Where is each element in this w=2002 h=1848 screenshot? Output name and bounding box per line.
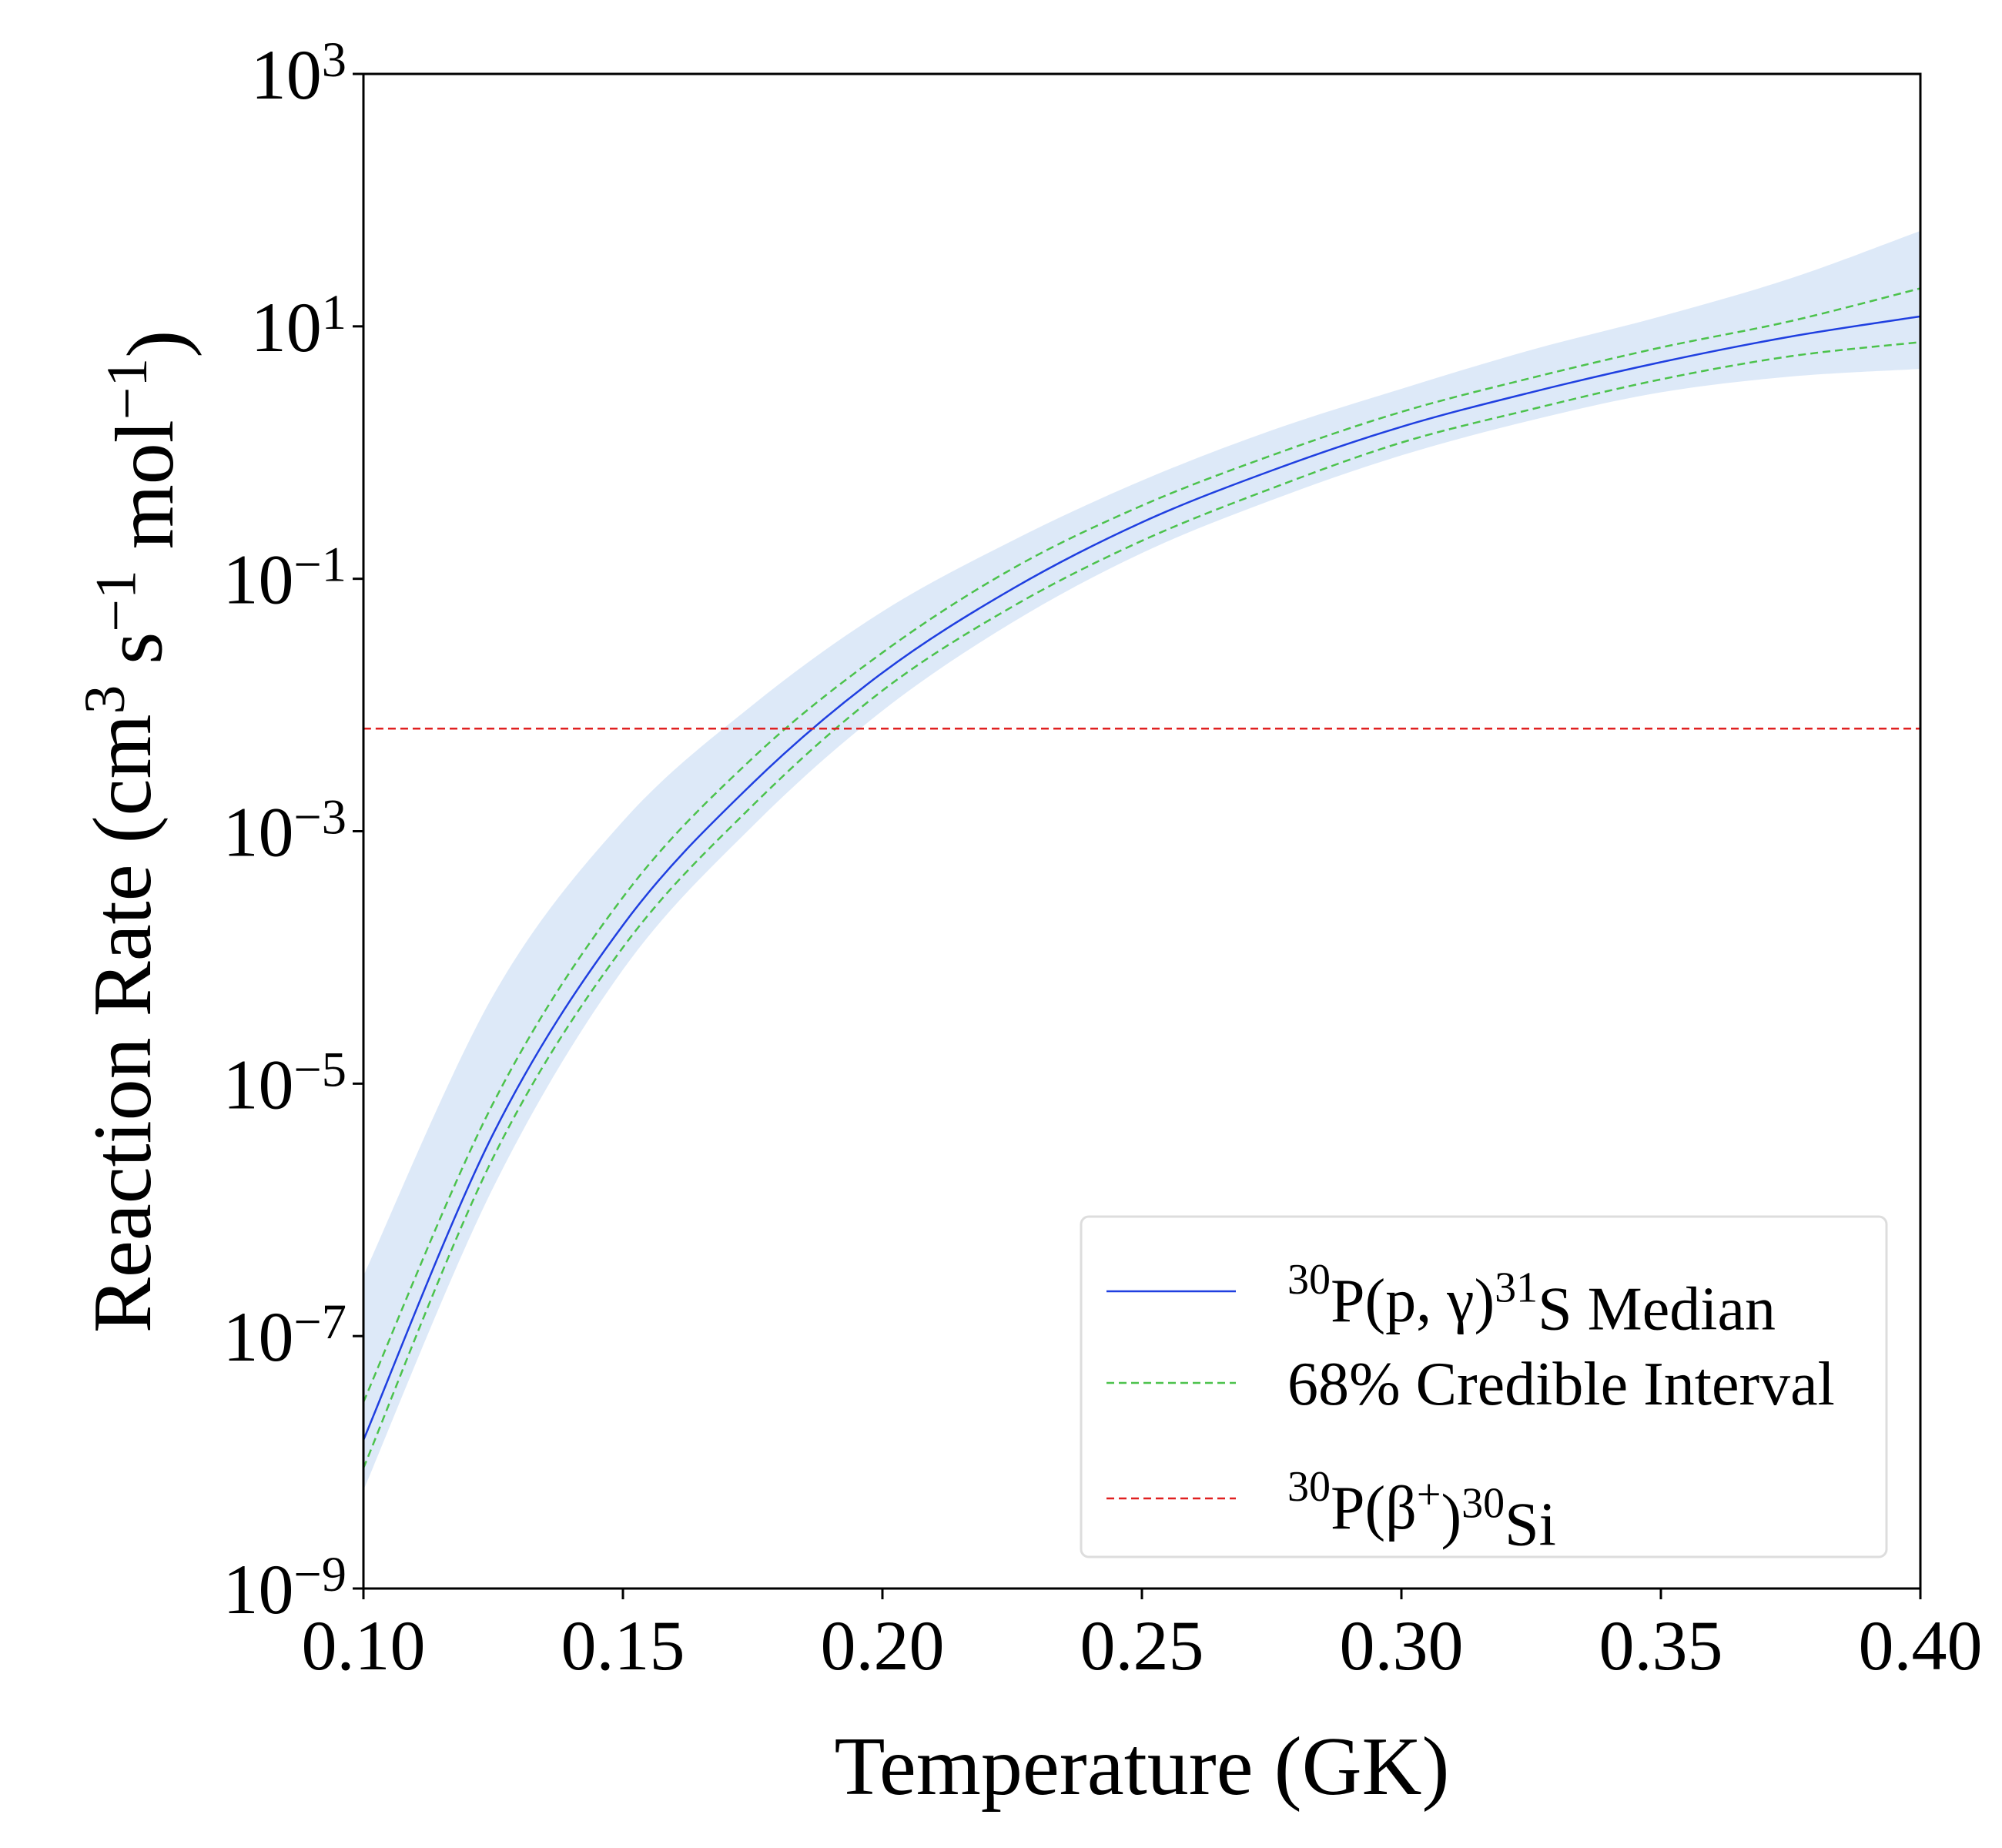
y-tick-label: 10−5 <box>223 1042 346 1123</box>
y-axis-label: Reaction Rate (cm3 s−1 mol−1) <box>73 330 203 1333</box>
x-tick-label: 0.15 <box>561 1606 685 1685</box>
y-tick-label: 10−1 <box>223 537 346 619</box>
x-axis-label: Temperature (GK) <box>834 1721 1449 1813</box>
credible-band <box>363 230 1920 1491</box>
x-tick-label: 0.35 <box>1599 1606 1723 1685</box>
y-tick-label: 101 <box>251 285 346 367</box>
legend-label: 30P(p, γ)31S Median <box>1287 1256 1776 1344</box>
legend-label: 30P(β+)30Si <box>1287 1463 1556 1559</box>
series-line <box>363 287 1920 1403</box>
y-tick-label: 10−3 <box>223 790 346 872</box>
x-tick-label: 0.25 <box>1080 1606 1204 1685</box>
series-line <box>363 315 1920 1441</box>
series-line <box>363 341 1920 1469</box>
x-tick-label: 0.20 <box>821 1606 945 1685</box>
y-tick-label: 10−7 <box>223 1294 346 1376</box>
legend-label: 68% Credible Interval <box>1287 1351 1835 1418</box>
x-tick-label: 0.40 <box>1859 1606 1983 1685</box>
y-tick-label: 103 <box>251 32 346 114</box>
y-tick-label: 10−9 <box>223 1547 346 1629</box>
legend-box <box>1080 1215 1888 1558</box>
x-tick-label: 0.30 <box>1340 1606 1464 1685</box>
x-tick-label: 0.10 <box>302 1606 426 1685</box>
